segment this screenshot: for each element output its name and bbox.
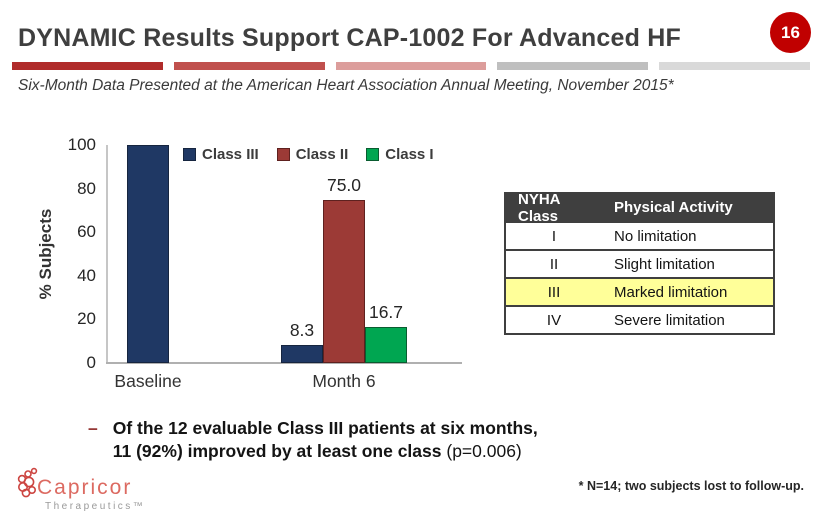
nyha-table-header: NYHA Class Physical Activity bbox=[506, 191, 773, 225]
bar-class-ii bbox=[323, 199, 365, 363]
table-cell-activity: Slight limitation bbox=[614, 255, 715, 273]
footnote: * N=14; two subjects lost to follow-up. bbox=[578, 479, 804, 493]
accent-bar-segment bbox=[12, 62, 163, 70]
bullet-point: – Of the 12 evaluable Class III patients… bbox=[88, 417, 538, 463]
bar-value-label: 8.3 bbox=[289, 319, 315, 340]
bullet-line-1: Of the 12 evaluable Class III patients a… bbox=[112, 418, 538, 438]
y-tick-label: 0 bbox=[86, 353, 96, 372]
legend-label: Class I bbox=[385, 146, 434, 163]
accent-bar-segment bbox=[335, 62, 487, 70]
nyha-table-header-activity: Physical Activity bbox=[614, 199, 733, 216]
nyha-table: NYHA Class Physical Activity I No limitat… bbox=[504, 191, 775, 335]
capricor-logo-text: Capricor bbox=[37, 476, 133, 499]
y-axis-label: % Subjects bbox=[36, 208, 55, 300]
y-tick-label: 60 bbox=[77, 222, 96, 242]
slide-number-badge: 16 bbox=[770, 12, 811, 53]
accent-bars bbox=[12, 62, 810, 70]
bullet-text: Of the 12 evaluable Class III patients a… bbox=[113, 417, 538, 463]
accent-bar-segment bbox=[497, 62, 649, 70]
bullet-line-2-regular: (p=0.006) bbox=[441, 440, 522, 461]
bullet-line-2-bold: 11 (92%) improved by at least one class bbox=[112, 440, 442, 461]
table-row: I No limitation bbox=[506, 221, 773, 249]
table-cell-activity: No limitation bbox=[614, 227, 697, 245]
y-tick-label: 80 bbox=[77, 178, 96, 198]
bar-class-iii bbox=[281, 344, 323, 363]
bar-value-label: 16.7 bbox=[368, 301, 404, 322]
capricor-logo-icon bbox=[14, 467, 40, 508]
accent-bar-segment bbox=[173, 62, 325, 70]
x-category-label: Month 6 bbox=[312, 371, 376, 391]
table-row: II Slight limitation bbox=[506, 249, 773, 277]
legend-label: Class III bbox=[202, 146, 259, 163]
x-category-label: Baseline bbox=[114, 371, 182, 391]
legend-item: Class III bbox=[183, 146, 259, 163]
table-cell-activity: Marked limitation bbox=[614, 283, 728, 301]
bar-class-i bbox=[365, 326, 407, 363]
nyha-table-header-class: NYHA Class bbox=[518, 190, 560, 225]
y-tick-label: 20 bbox=[77, 309, 96, 329]
bar-value-label: 75.0 bbox=[326, 174, 362, 195]
legend-item: Class I bbox=[366, 146, 434, 163]
table-cell-activity: Severe limitation bbox=[614, 311, 725, 329]
table-cell-class: IV bbox=[546, 311, 562, 329]
legend-swatch bbox=[276, 148, 290, 161]
x-axis-line bbox=[106, 362, 462, 364]
chart-legend: Class III Class II Class I bbox=[183, 146, 434, 163]
subtitle: Six-Month Data Presented at the American… bbox=[18, 77, 674, 94]
page-title: DYNAMIC Results Support CAP-1002 For Adv… bbox=[18, 24, 681, 52]
bar-class-iii bbox=[127, 145, 169, 363]
table-cell-class: III bbox=[547, 283, 561, 301]
bullet-dash: – bbox=[88, 418, 98, 438]
accent-bar-segment bbox=[659, 62, 810, 70]
table-cell-class: I bbox=[551, 227, 557, 245]
capricor-logo-subtext: Therapeutics™ bbox=[45, 501, 146, 512]
table-row: IV Severe limitation bbox=[506, 305, 773, 333]
legend-label: Class II bbox=[295, 146, 349, 163]
legend-swatch bbox=[183, 148, 196, 161]
legend-item: Class II bbox=[276, 146, 349, 163]
y-tick-label: 40 bbox=[77, 265, 96, 285]
legend-swatch bbox=[366, 148, 380, 161]
table-row: III Marked limitation bbox=[506, 277, 773, 305]
table-cell-class: II bbox=[549, 255, 559, 273]
y-tick-label: 100 bbox=[67, 135, 96, 154]
y-axis-line bbox=[106, 145, 108, 364]
